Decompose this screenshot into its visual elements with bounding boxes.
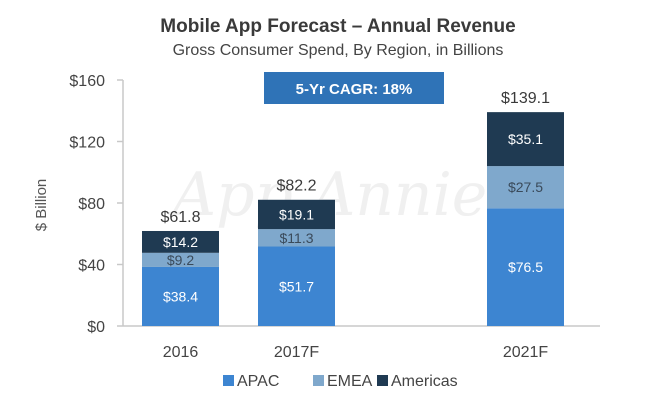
x-axis-ticks: 2016 2017F 2021F: [163, 344, 549, 361]
segment-label: $19.1: [279, 206, 314, 222]
bar-segment-apac: [487, 208, 564, 326]
bar-segment-americas: [258, 199, 335, 230]
legend-item-apac: APAC: [223, 373, 279, 390]
total-label: $61.8: [160, 209, 200, 226]
segment-label: $35.1: [508, 131, 543, 147]
chart-title: Mobile App Forecast – Annual Revenue: [160, 16, 515, 37]
legend-item-americas: Americas: [377, 373, 458, 390]
total-label: $82.2: [276, 178, 316, 195]
segment-label: $9.2: [167, 252, 194, 268]
bar-segment-apac: [258, 246, 335, 326]
cagr-annotation: 5-Yr CAGR: 18%: [264, 72, 444, 104]
y-axis: $0 $40 $80 $120 $160: [69, 73, 600, 336]
x-tick-label: 2021F: [503, 344, 549, 361]
legend-label: Americas: [391, 373, 458, 390]
bar-group-2021F: $76.5 $27.5 $35.1 $139.1: [487, 90, 564, 326]
cagr-annotation-text: 5-Yr CAGR: 18%: [296, 81, 413, 98]
legend: APAC EMEA Americas: [223, 373, 458, 390]
y-tick-label: $40: [78, 258, 105, 275]
segment-label: $27.5: [508, 179, 543, 195]
bar-segment-emea: [258, 229, 335, 247]
bar-segment-americas: [142, 230, 219, 253]
bar-segment-emea: [142, 252, 219, 267]
bar-segment-americas: [487, 112, 564, 167]
segment-label: $51.7: [279, 278, 314, 294]
bar-group-2016: $38.4 $9.2 $14.2 $61.8: [142, 209, 219, 326]
cagr-annotation-box: [264, 72, 444, 104]
legend-label: EMEA: [327, 373, 373, 390]
chart-subtitle: Gross Consumer Spend, By Region, in Bill…: [173, 42, 504, 59]
bar-group-2017F: $51.7 $11.3 $19.1 $82.2: [258, 178, 335, 326]
legend-item-emea: EMEA: [313, 373, 373, 390]
y-tick-label: $160: [69, 73, 105, 90]
y-axis-label: $ Billion: [33, 179, 50, 232]
y-tick-label: $0: [87, 319, 105, 336]
x-tick-label: 2016: [163, 344, 199, 361]
legend-swatch: [223, 375, 234, 386]
segment-label: $11.3: [280, 230, 314, 246]
bar-segment-emea: [487, 166, 564, 209]
segment-label: $38.4: [163, 288, 198, 304]
y-tick-label: $80: [78, 196, 105, 213]
x-tick-label: 2017F: [274, 344, 320, 361]
y-tick-label: $120: [69, 135, 105, 152]
legend-swatch: [313, 375, 324, 386]
segment-label: $76.5: [508, 259, 543, 275]
bar-segment-apac: [142, 266, 219, 326]
legend-swatch: [377, 375, 388, 386]
legend-label: APAC: [237, 373, 279, 390]
bars: $38.4$9.2$14.2$61.8$51.7$11.3$19.1$82.2$…: [142, 90, 564, 326]
total-label: $139.1: [501, 90, 550, 107]
segment-label: $14.2: [163, 234, 198, 250]
